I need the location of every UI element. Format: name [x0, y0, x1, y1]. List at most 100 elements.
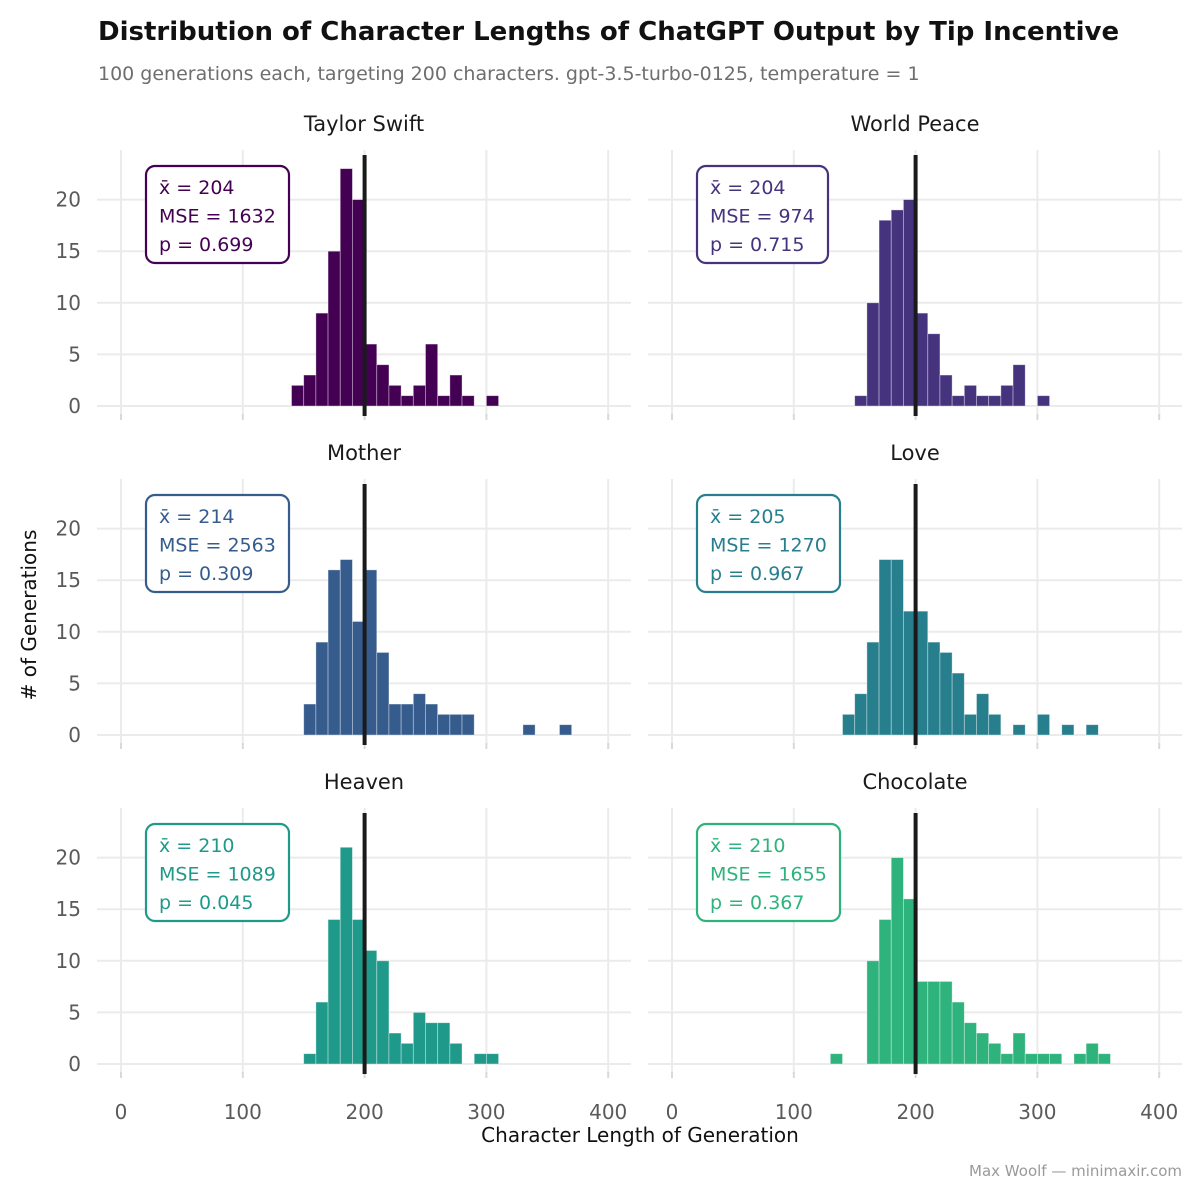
histogram-bar	[854, 693, 868, 736]
histogram-bar	[400, 1042, 414, 1065]
stat-mean: x̄ = 204	[710, 177, 786, 199]
histogram-bar	[1085, 724, 1099, 736]
facet-title: Mother	[327, 441, 401, 465]
histogram-bar	[866, 641, 880, 736]
y-tick-label: 5	[68, 671, 81, 695]
histogram-bar	[388, 384, 402, 407]
histogram-bar	[1037, 713, 1050, 736]
histogram-bar	[1000, 384, 1014, 407]
x-tick-label: 200	[897, 1100, 935, 1124]
histogram-bar	[927, 981, 941, 1065]
x-tick-label: 200	[346, 1100, 384, 1124]
stat-mse: MSE = 974	[710, 206, 815, 228]
histogram-bar	[866, 960, 880, 1065]
stat-mse: MSE = 2563	[159, 535, 276, 557]
stat-mean: x̄ = 214	[159, 506, 235, 528]
stats-box-border	[144, 822, 291, 923]
histogram-bar	[400, 703, 414, 736]
histogram-bar	[1000, 1053, 1014, 1065]
histogram-bar	[1049, 1053, 1063, 1065]
histogram-bar	[951, 395, 965, 407]
stats-label-box: x̄ = 204 MSE = 974 p = 0.715	[695, 164, 830, 265]
histogram-bar	[376, 960, 390, 1065]
histogram-bar	[559, 724, 573, 736]
stat-p-value: p = 0.699	[159, 234, 253, 256]
histogram-bar	[1012, 724, 1026, 736]
stat-mse: MSE = 1270	[710, 535, 827, 557]
histogram-bar	[963, 713, 977, 736]
facet-panel-world-peace: World Peace x̄ = 204 MSE = 974 p = 0.715	[648, 112, 1182, 420]
histogram-bar	[437, 713, 451, 736]
histogram-bar	[866, 302, 880, 407]
histogram-bar	[939, 981, 953, 1065]
histogram-bar	[473, 1053, 487, 1065]
histogram-bar	[339, 168, 353, 407]
histogram-bar	[1012, 364, 1026, 407]
histogram-bar	[315, 1001, 329, 1065]
facet-title: Love	[890, 441, 940, 465]
y-tick-label: 15	[56, 239, 81, 263]
histogram-bar	[976, 395, 990, 407]
stat-mean: x̄ = 205	[710, 506, 786, 528]
stats-box-border	[695, 164, 830, 265]
histogram-bar	[303, 1053, 317, 1065]
histogram-bar	[939, 374, 953, 407]
stats-label-box: x̄ = 204 MSE = 1632 p = 0.699	[144, 164, 291, 265]
histogram-bar	[303, 374, 317, 407]
stats-box-border	[144, 493, 291, 594]
histogram-bar	[988, 395, 1002, 407]
x-tick-label: 0	[115, 1100, 128, 1124]
histogram-bar	[878, 919, 892, 1065]
histogram-bar	[951, 1001, 965, 1065]
stat-mse: MSE = 1632	[159, 206, 276, 228]
y-tick-label: 20	[56, 188, 81, 212]
histogram-bar	[927, 641, 941, 736]
stat-mse: MSE = 1655	[710, 864, 827, 886]
histogram-bar	[878, 559, 892, 736]
histogram-bar	[388, 1032, 402, 1065]
histogram-bar	[1012, 1032, 1026, 1065]
histogram-bar	[425, 703, 439, 736]
facet-panel-taylor-swift: Taylor Swift 0 5 10 15 20 x̄ = 204 MSE = 1632 p …	[56, 112, 631, 420]
y-tick-label: 0	[68, 723, 81, 747]
histogram-bar	[327, 919, 341, 1065]
histogram-bar	[854, 395, 868, 407]
stat-p-value: p = 0.367	[710, 892, 804, 914]
facet-title: Heaven	[324, 770, 404, 794]
histogram-bar	[303, 703, 317, 736]
histogram-bar	[339, 559, 353, 736]
histogram-bar	[878, 219, 892, 407]
facet-title: Taylor Swift	[303, 112, 424, 136]
facet-title: World Peace	[850, 112, 979, 136]
y-axis-label: # of Generations	[17, 530, 41, 701]
x-tick-label: 100	[224, 1100, 262, 1124]
histogram-bar	[461, 713, 475, 736]
stat-mse: MSE = 1089	[159, 864, 276, 886]
chart-caption: Max Woolf — minimaxir.com	[969, 1162, 1182, 1180]
stat-p-value: p = 0.715	[710, 234, 804, 256]
stats-box-border	[144, 164, 291, 265]
x-tick-label: 0	[666, 1100, 679, 1124]
histogram-bar	[400, 395, 414, 407]
histogram-bar	[485, 1053, 499, 1065]
stat-mean: x̄ = 204	[159, 177, 235, 199]
histogram-bar	[449, 374, 463, 407]
y-tick-label: 0	[68, 394, 81, 418]
x-tick-label: 300	[467, 1100, 505, 1124]
y-tick-label: 15	[56, 568, 81, 592]
x-tick-label: 100	[775, 1100, 813, 1124]
histogram-bar	[425, 343, 439, 407]
facet-grid: Taylor Swift 0 5 10 15 20 x̄ = 204 MSE = 1632 p …	[56, 112, 1182, 1124]
x-tick-label: 400	[1140, 1100, 1178, 1124]
chart-subtitle: 100 generations each, targeting 200 char…	[98, 63, 920, 85]
histogram-bar	[522, 724, 536, 736]
histogram-bar	[1024, 1053, 1038, 1065]
histogram-bar	[376, 652, 390, 736]
x-tick-label: 300	[1018, 1100, 1056, 1124]
histogram-bar	[890, 857, 904, 1065]
histogram-bar	[291, 384, 305, 407]
stat-mean: x̄ = 210	[159, 835, 235, 857]
histogram-bar	[485, 395, 499, 407]
histogram-bar	[376, 364, 390, 407]
